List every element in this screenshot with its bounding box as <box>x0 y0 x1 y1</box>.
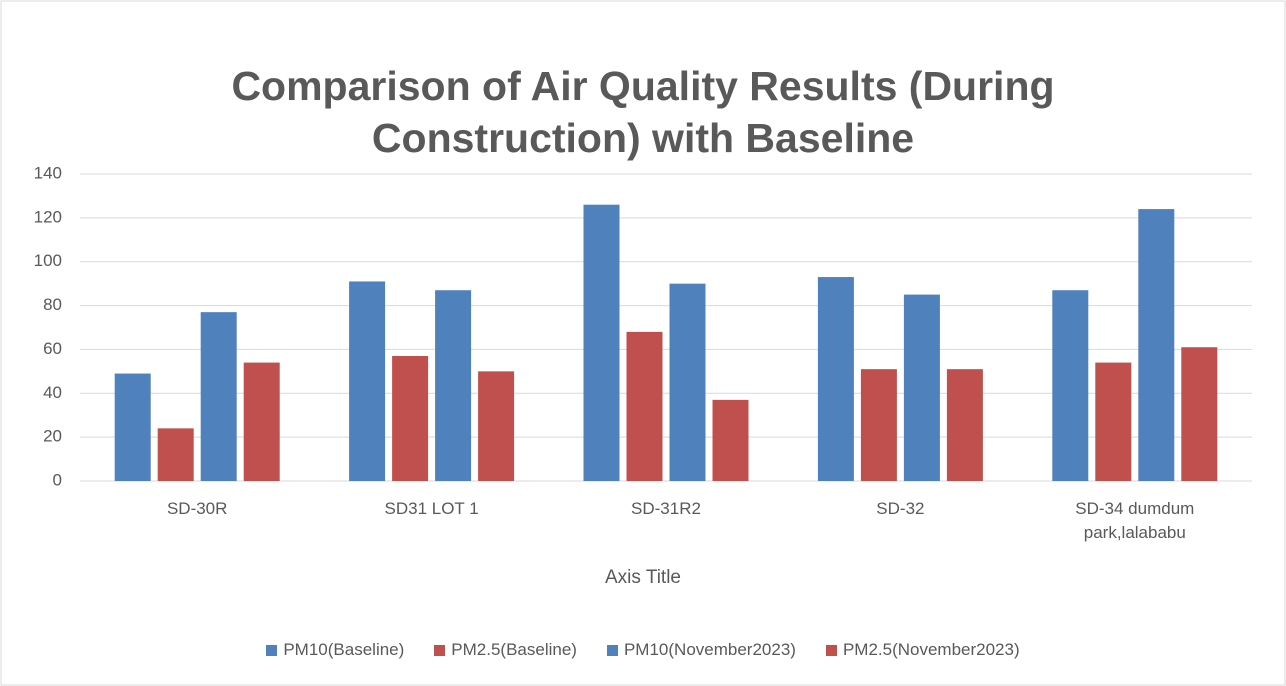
y-tick-label: 40 <box>43 383 62 402</box>
legend-label: PM10(Baseline) <box>283 640 405 659</box>
legend-swatch <box>606 644 618 656</box>
legend-item: PM10(November2023) <box>606 640 796 660</box>
x-tick-label: SD-30R <box>166 499 228 518</box>
bar <box>1181 347 1218 481</box>
bar <box>243 362 280 481</box>
legend-swatch <box>434 644 446 656</box>
legend-label: PM10(November2023) <box>623 640 796 659</box>
legend-item: PM2.5(Baseline) <box>434 640 577 660</box>
bar <box>583 204 620 481</box>
bar <box>1052 290 1089 481</box>
bar <box>860 369 897 481</box>
bar <box>946 369 983 481</box>
legend-label: PM2.5(November2023) <box>842 640 1020 659</box>
legend-label: PM2.5(Baseline) <box>451 640 577 659</box>
bar <box>114 373 151 481</box>
bar <box>903 294 940 481</box>
x-tick-label: SD31 LOT 1 <box>384 499 479 518</box>
bar <box>1095 362 1132 481</box>
y-tick-label: 0 <box>53 470 62 489</box>
x-axis-title: Axis Title <box>604 567 682 588</box>
y-tick-label: 80 <box>43 295 62 314</box>
legend-swatch <box>825 644 837 656</box>
bar <box>626 331 663 481</box>
bar <box>817 277 854 481</box>
bar <box>669 283 706 481</box>
y-tick-label: 20 <box>43 427 62 446</box>
legend-item: PM10(Baseline) <box>266 640 404 660</box>
bar <box>157 428 194 481</box>
x-tick-label: SD-32 <box>876 499 925 518</box>
bar <box>200 312 237 481</box>
legend: PM10(Baseline) PM2.5(Baseline) PM10(Novemb… <box>0 640 1286 660</box>
bar <box>435 290 472 481</box>
chart-title: Comparison of Air Quality Results (Durin… <box>231 63 1055 161</box>
x-tick-label: SD-34 dumdum park,lalababu <box>1075 499 1195 542</box>
y-tick-label: 60 <box>43 339 62 358</box>
y-tick-label: 120 <box>34 207 62 226</box>
bar <box>392 356 429 481</box>
y-tick-label: 100 <box>34 251 62 270</box>
bar <box>712 399 749 481</box>
bar <box>1138 209 1175 482</box>
bar <box>478 371 515 481</box>
bar <box>349 281 386 481</box>
legend-swatch <box>266 644 278 656</box>
y-tick-label: 140 <box>34 163 62 182</box>
legend-item: PM2.5(November2023) <box>825 640 1020 660</box>
x-tick-label: SD-31R2 <box>631 499 701 518</box>
